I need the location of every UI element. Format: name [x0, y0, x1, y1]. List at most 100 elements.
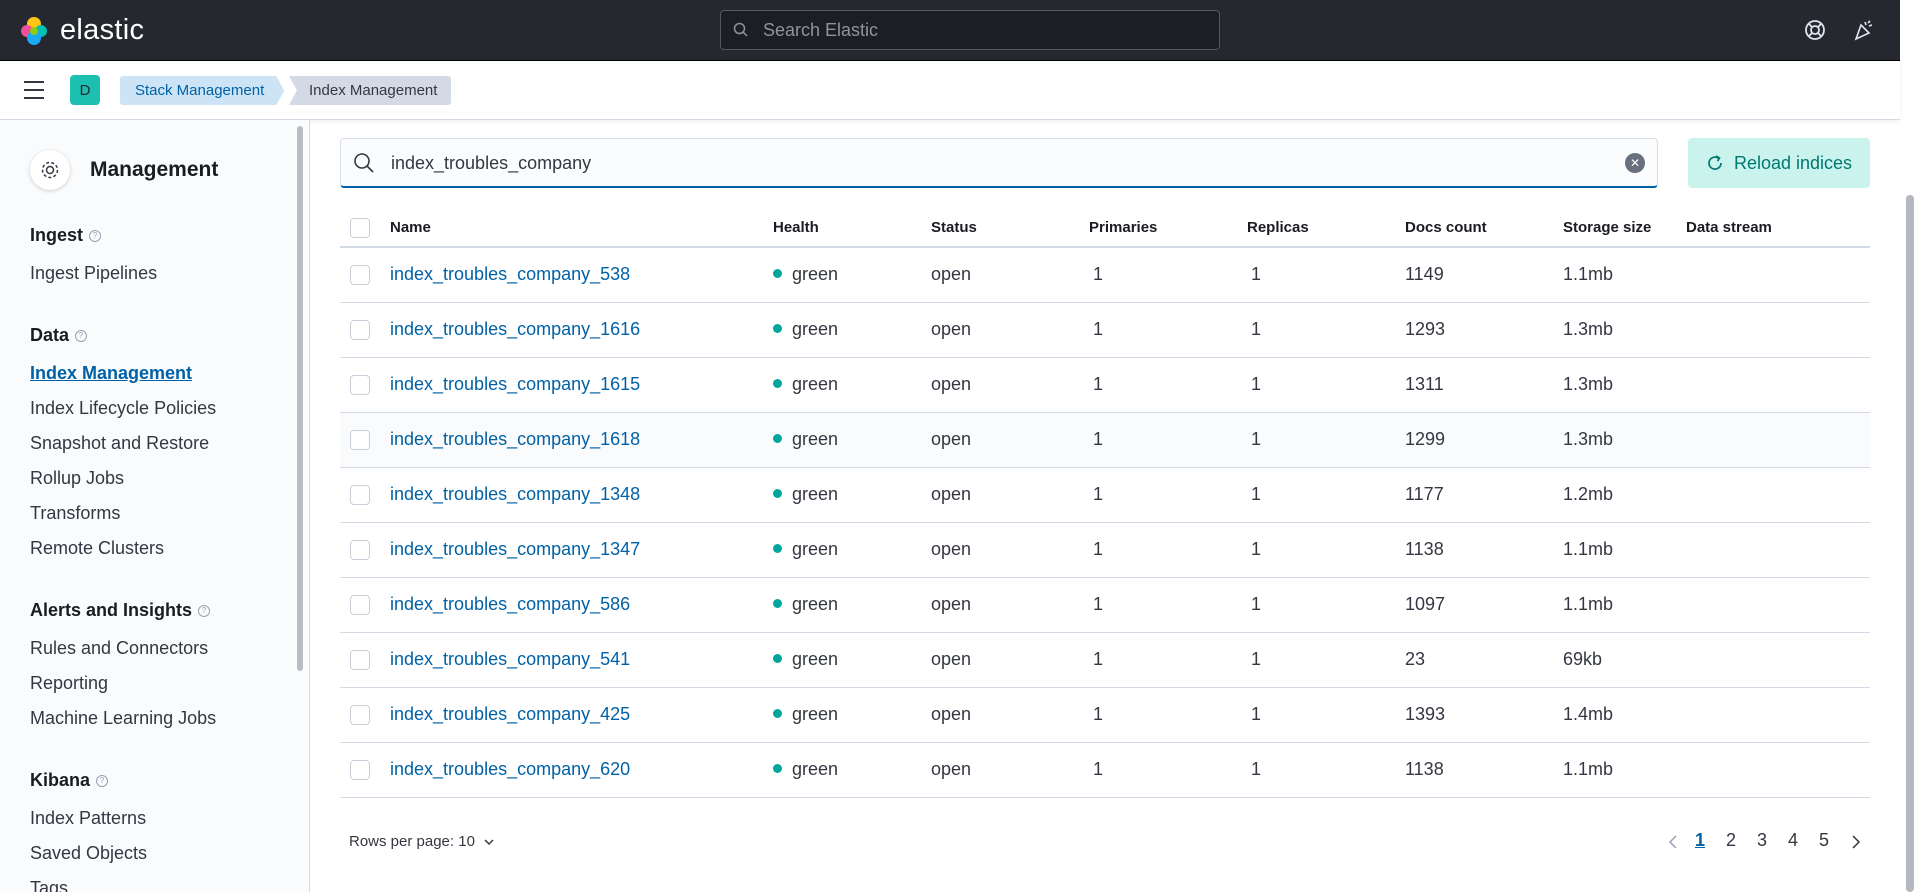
row-checkbox[interactable] — [350, 430, 370, 450]
index-name-link[interactable]: index_troubles_company_586 — [390, 594, 631, 614]
index-search-value: index_troubles_company — [391, 153, 592, 173]
table-row[interactable]: index_troubles_company_1616 green open 1 1 12… — [340, 303, 1870, 358]
row-checkbox[interactable] — [350, 265, 370, 285]
index-name-link[interactable]: index_troubles_company_538 — [390, 264, 631, 284]
table-row[interactable]: index_troubles_company_586 green open 1 1 109… — [340, 578, 1870, 633]
primaries-cell: 1 — [1093, 594, 1104, 614]
sidebar-item-index-patterns[interactable]: Index Patterns — [30, 808, 147, 828]
row-checkbox[interactable] — [350, 375, 370, 395]
global-search-input[interactable]: Search Elastic — [720, 10, 1220, 50]
table-row[interactable]: index_troubles_company_538 green open 1 1 114… — [340, 248, 1870, 303]
news-feed-icon[interactable] — [1852, 18, 1876, 42]
table-row[interactable]: index_troubles_company_1618 green open 1 1 12… — [340, 413, 1870, 468]
info-icon: ? — [198, 604, 211, 617]
column-header-status[interactable]: Status — [931, 219, 977, 236]
info-icon: ? — [89, 229, 102, 242]
sidebar-item-remote-clusters[interactable]: Remote Clusters — [30, 538, 165, 558]
health-label: green — [792, 319, 839, 339]
health-status-dot-icon — [773, 598, 782, 608]
column-header-data-stream[interactable]: Data stream — [1686, 219, 1772, 236]
row-checkbox[interactable] — [350, 705, 370, 725]
clear-search-icon[interactable]: ✕ — [1625, 153, 1645, 173]
index-name-link[interactable]: index_troubles_company_1348 — [390, 484, 641, 504]
status-cell: open — [931, 704, 972, 724]
primaries-cell: 1 — [1093, 704, 1104, 724]
section-ingest: Ingest? — [30, 225, 102, 246]
row-checkbox[interactable] — [350, 650, 370, 670]
index-name-link[interactable]: index_troubles_company_1616 — [390, 319, 641, 339]
index-name-link[interactable]: index_troubles_company_1618 — [390, 429, 641, 449]
page-3-button[interactable]: 3 — [1757, 830, 1768, 850]
help-icon[interactable] — [1803, 18, 1827, 42]
sidebar-item-machine-learning-jobs[interactable]: Machine Learning Jobs — [30, 708, 217, 728]
column-header-storage-size[interactable]: Storage size — [1563, 219, 1652, 236]
sidebar-item-snapshot-and-restore[interactable]: Snapshot and Restore — [30, 433, 210, 453]
sidebar-item-saved-objects[interactable]: Saved Objects — [30, 843, 148, 863]
refresh-icon — [1708, 155, 1722, 170]
page-2-button[interactable]: 2 — [1726, 830, 1737, 850]
primaries-cell: 1 — [1093, 649, 1104, 669]
page-scrollbar[interactable] — [1906, 195, 1914, 892]
status-cell: open — [931, 649, 972, 669]
row-checkbox[interactable] — [350, 760, 370, 780]
table-row[interactable]: index_troubles_company_541 green open 1 1 23 6… — [340, 633, 1870, 688]
sidebar-scrollbar[interactable] — [297, 126, 303, 671]
global-search-placeholder: Search Elastic — [763, 19, 879, 40]
sidebar-item-tags[interactable]: Tags — [30, 878, 69, 892]
sidebar-item-rules-and-connectors[interactable]: Rules and Connectors — [30, 638, 209, 658]
primaries-cell: 1 — [1093, 264, 1104, 284]
status-cell: open — [931, 374, 972, 394]
next-page-icon[interactable] — [1849, 834, 1863, 850]
docs-count-cell: 1149 — [1405, 264, 1444, 284]
breadcrumb-stack-management[interactable]: Stack Management — [120, 76, 284, 105]
sidebar-item-transforms[interactable]: Transforms — [30, 503, 121, 523]
row-checkbox[interactable] — [350, 485, 370, 505]
sidebar-item-rollup-jobs[interactable]: Rollup Jobs — [30, 468, 125, 488]
select-all-checkbox[interactable] — [350, 218, 370, 238]
index-search-input[interactable]: index_troubles_company ✕ — [340, 138, 1658, 188]
index-name-link[interactable]: index_troubles_company_620 — [390, 759, 631, 779]
column-header-health[interactable]: Health — [773, 219, 819, 236]
reload-indices-button[interactable]: Reload indices — [1688, 138, 1870, 188]
table-row[interactable]: index_troubles_company_1347 green open 1 1 11… — [340, 523, 1870, 578]
menu-icon[interactable] — [24, 81, 44, 99]
table-row[interactable]: index_troubles_company_1348 green open 1 1 11… — [340, 468, 1870, 523]
column-header-primaries[interactable]: Primaries — [1089, 219, 1158, 236]
previous-page-icon[interactable] — [1666, 834, 1680, 850]
docs-count-cell: 1097 — [1405, 594, 1446, 614]
sidebar-item-ingest-pipelines[interactable]: Ingest Pipelines — [30, 263, 158, 283]
column-header-replicas[interactable]: Replicas — [1247, 219, 1309, 236]
storage-size-cell: 1.1mb — [1563, 594, 1614, 614]
elastic-logo[interactable]: elastic — [18, 14, 144, 47]
health-label: green — [792, 374, 839, 394]
page-5-button[interactable]: 5 — [1819, 830, 1830, 850]
sidebar-item-index-management[interactable]: Index Management — [30, 363, 193, 383]
index-name-link[interactable]: index_troubles_company_425 — [390, 704, 631, 724]
page-4-button[interactable]: 4 — [1788, 830, 1799, 850]
storage-size-cell: 1.4mb — [1563, 704, 1614, 724]
table-row[interactable]: index_troubles_company_620 green open 1 1 113… — [340, 743, 1870, 798]
column-header-name[interactable]: Name — [390, 219, 431, 236]
row-checkbox[interactable] — [350, 540, 370, 560]
storage-size-cell: 1.3mb — [1563, 319, 1614, 339]
index-name-link[interactable]: index_troubles_company_1347 — [390, 539, 641, 559]
space-avatar[interactable]: D — [70, 75, 100, 105]
sidebar-item-index-lifecycle-policies[interactable]: Index Lifecycle Policies — [30, 398, 217, 418]
health-cell: green — [773, 704, 838, 725]
sidebar-header: Management — [30, 150, 218, 190]
sidebar-item-reporting[interactable]: Reporting — [30, 673, 109, 693]
health-status-dot-icon — [773, 708, 782, 718]
health-status-dot-icon — [773, 763, 782, 773]
page-1-button[interactable]: 1 — [1695, 830, 1706, 850]
replicas-cell: 1 — [1251, 484, 1262, 504]
row-checkbox[interactable] — [350, 320, 370, 340]
health-cell: green — [773, 319, 838, 340]
docs-count-cell: 23 — [1405, 649, 1426, 669]
column-header-docs-count[interactable]: Docs count — [1405, 219, 1487, 236]
rows-per-page-button[interactable]: Rows per page: 10 — [349, 833, 495, 850]
row-checkbox[interactable] — [350, 595, 370, 615]
table-row[interactable]: index_troubles_company_425 green open 1 1 139… — [340, 688, 1870, 743]
index-name-link[interactable]: index_troubles_company_541 — [390, 649, 631, 669]
table-row[interactable]: index_troubles_company_1615 green open 1 1 13… — [340, 358, 1870, 413]
index-name-link[interactable]: index_troubles_company_1615 — [390, 374, 641, 394]
